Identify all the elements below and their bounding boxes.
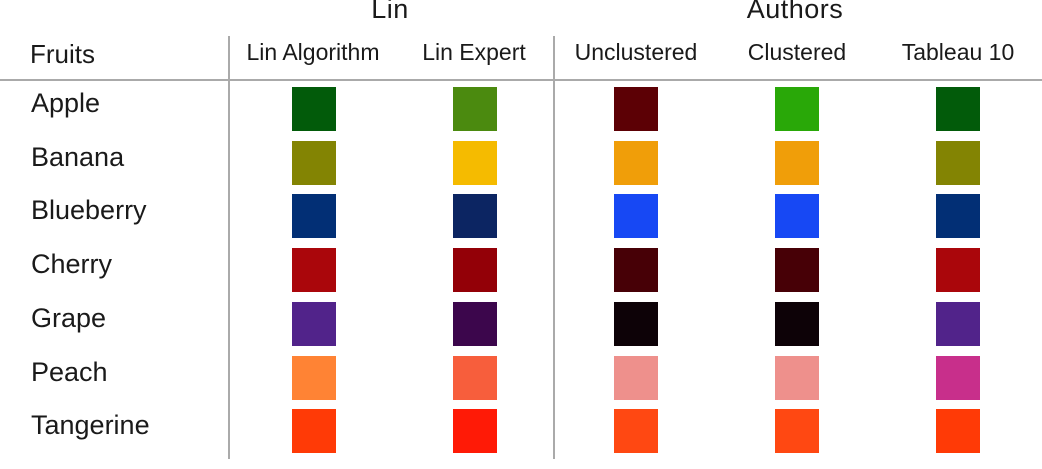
column-header-lin-expert: Lin Expert <box>422 39 526 65</box>
color-swatch-apple-3 <box>775 87 819 131</box>
color-swatch-banana-2 <box>614 140 658 185</box>
divider-fruits-lin <box>228 36 230 459</box>
color-swatch-cherry-3 <box>775 248 819 293</box>
color-swatch-banana-4 <box>936 140 980 185</box>
color-swatch-tangerine-2 <box>614 409 658 454</box>
column-header-lin-algorithm: Lin Algorithm <box>246 39 380 65</box>
color-swatch-apple-4 <box>936 87 980 131</box>
fruit-label-tangerine: Tangerine <box>31 410 150 441</box>
fruit-label-banana: Banana <box>31 141 125 172</box>
color-swatch-grape-4 <box>936 301 980 346</box>
color-swatch-peach-4 <box>936 355 980 400</box>
color-swatch-apple-1 <box>453 87 497 131</box>
color-swatch-cherry-2 <box>614 248 658 293</box>
color-swatch-blueberry-3 <box>775 194 819 239</box>
header-divider <box>0 79 1042 81</box>
column-header-unclustered: Unclustered <box>574 39 698 65</box>
column-header-tableau-10: Tableau 10 <box>901 39 1015 65</box>
color-swatch-apple-2 <box>614 87 658 131</box>
color-swatch-peach-3 <box>775 355 819 400</box>
color-swatch-peach-2 <box>614 355 658 400</box>
fruit-label-peach: Peach <box>31 356 108 387</box>
color-swatch-peach-1 <box>453 355 497 400</box>
color-swatch-peach-0 <box>292 355 336 400</box>
color-swatch-blueberry-1 <box>453 194 497 239</box>
color-swatch-tangerine-4 <box>936 409 980 454</box>
color-swatch-tangerine-0 <box>292 409 336 454</box>
color-swatch-cherry-0 <box>292 248 336 293</box>
color-swatch-grape-0 <box>292 301 336 346</box>
color-swatch-apple-0 <box>292 87 336 131</box>
fruits-header: Fruits <box>30 39 95 69</box>
color-swatch-cherry-1 <box>453 248 497 293</box>
color-swatch-grape-2 <box>614 301 658 346</box>
color-swatch-cherry-4 <box>936 248 980 293</box>
color-swatch-tangerine-1 <box>453 409 497 454</box>
color-swatch-tangerine-3 <box>775 409 819 454</box>
fruit-label-grape: Grape <box>31 302 107 333</box>
color-swatch-blueberry-4 <box>936 194 980 239</box>
group-title-lin: Lin <box>371 0 409 24</box>
fruit-label-cherry: Cherry <box>31 249 113 280</box>
color-swatch-blueberry-2 <box>614 194 658 239</box>
color-swatch-banana-1 <box>453 140 497 185</box>
color-swatch-blueberry-0 <box>292 194 336 239</box>
color-swatch-grape-1 <box>453 301 497 346</box>
divider-lin-authors <box>553 36 555 459</box>
color-swatch-banana-0 <box>292 140 336 185</box>
color-swatch-banana-3 <box>775 140 819 185</box>
color-swatch-grape-3 <box>775 301 819 346</box>
column-header-clustered: Clustered <box>747 39 847 65</box>
fruit-label-blueberry: Blueberry <box>31 195 147 226</box>
group-title-authors: Authors <box>746 0 844 24</box>
fruit-label-apple: Apple <box>31 88 101 118</box>
